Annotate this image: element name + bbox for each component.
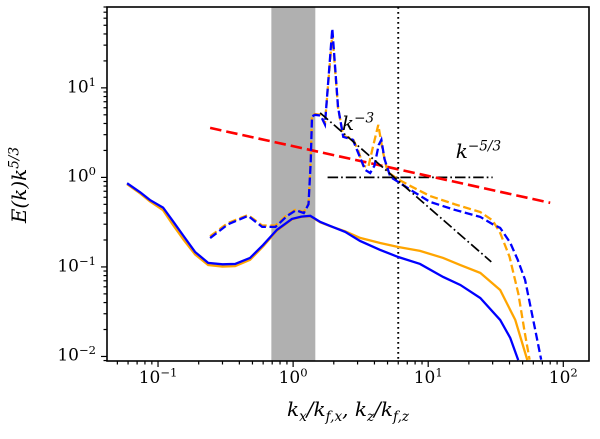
y-tick-label-2: 10−1: [57, 253, 96, 277]
x-axis-label: kx/kf,x, kz/kf,z: [286, 397, 410, 425]
series-dashed-blue: [209, 28, 543, 360]
y-tick-label-0: 101: [67, 74, 96, 98]
annotation-k-minus-3: k−3: [341, 110, 375, 135]
y-tick-label-3: 10−2: [57, 343, 96, 366]
x-tick-label-0: 10−1: [138, 365, 178, 388]
x-tick-label-1: 100: [278, 365, 308, 388]
x-tick-label-2: 101: [413, 365, 443, 388]
series-solid-blue: [126, 182, 520, 361]
y-axis-label: E(k)k5/3: [6, 146, 31, 224]
y-tick-label-1: 100: [67, 164, 96, 187]
series-solid-orange: [126, 183, 529, 361]
annotation-k-minus-5-3: k−5/3: [455, 138, 502, 163]
series-dashed-orange: [209, 33, 531, 360]
axes-spines: [106, 6, 590, 362]
forcing-band: [271, 7, 316, 361]
ref-k-minus-3: [319, 112, 492, 263]
x-tick-label-3: 102: [548, 365, 578, 388]
